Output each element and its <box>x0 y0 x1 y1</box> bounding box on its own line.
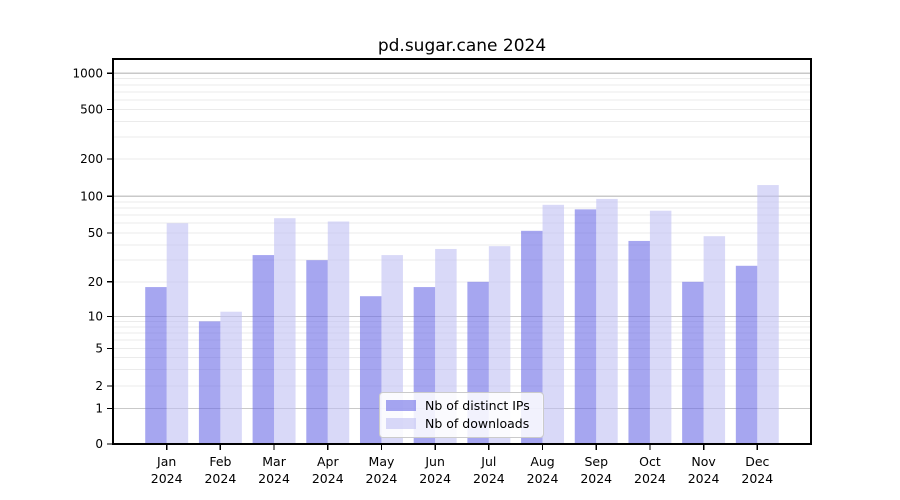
bar-distinct-ips <box>359 296 382 444</box>
x-tick-label-month: Feb <box>209 454 231 469</box>
x-tick-label-month: Aug <box>530 454 554 469</box>
bar-downloads <box>542 204 565 444</box>
bar-distinct-ips <box>252 255 275 444</box>
x-tick-label-month: Oct <box>639 454 661 469</box>
y-tick-label: 100 <box>80 189 103 203</box>
bar-distinct-ips <box>521 230 543 444</box>
bar-distinct-ips <box>735 265 758 444</box>
bar-downloads <box>757 185 779 444</box>
x-tick-label-month: Jul <box>480 454 496 469</box>
legend-swatch-downloads-icon <box>386 418 416 429</box>
bar-downloads <box>596 198 618 444</box>
bar-downloads <box>220 311 242 444</box>
y-tick-label: 50 <box>88 226 103 240</box>
y-tick-label: 200 <box>80 152 103 166</box>
x-tick-label-year: 2024 <box>634 471 666 486</box>
y-tick-label: 500 <box>80 103 103 117</box>
x-tick-label-month: Mar <box>262 454 286 469</box>
x-tick-label-month: Sep <box>584 454 608 469</box>
legend-label-downloads: Nb of downloads <box>425 416 530 431</box>
bar-distinct-ips <box>628 240 650 444</box>
x-tick-label-year: 2024 <box>473 471 505 486</box>
legend: Nb of distinct IPs Nb of downloads <box>379 392 544 438</box>
bar-distinct-ips <box>682 281 704 444</box>
legend-item-distinct-ips: Nb of distinct IPs <box>386 398 535 413</box>
legend-swatch-distinct-ips-icon <box>386 400 416 411</box>
y-tick-label: 1000 <box>72 66 103 80</box>
x-tick-label-year: 2024 <box>688 471 720 486</box>
bar-distinct-ips <box>145 287 167 444</box>
x-tick-label-month: Apr <box>317 454 339 469</box>
bar-distinct-ips <box>574 209 597 444</box>
bar-distinct-ips <box>198 321 221 444</box>
bar-distinct-ips <box>306 260 328 444</box>
x-tick-label-month: Nov <box>691 454 716 469</box>
x-tick-label-year: 2024 <box>258 471 290 486</box>
chart-title: pd.sugar.cane 2024 <box>377 36 547 56</box>
axes-frame <box>112 58 812 445</box>
x-tick-label-month: Jun <box>424 454 445 469</box>
y-tick-label: 5 <box>95 342 103 356</box>
x-tick-label-year: 2024 <box>204 471 236 486</box>
x-tick-label-year: 2024 <box>527 471 559 486</box>
y-tick-label: 1 <box>95 402 103 416</box>
legend-item-downloads: Nb of downloads <box>386 416 535 431</box>
x-tick-label-year: 2024 <box>151 471 183 486</box>
x-tick-label-year: 2024 <box>580 471 612 486</box>
bar-downloads <box>327 221 350 444</box>
x-tick-label-year: 2024 <box>312 471 344 486</box>
y-tick-label: 0 <box>95 437 103 451</box>
y-tick-label: 10 <box>88 310 103 324</box>
y-tick-label: 20 <box>88 275 103 289</box>
x-tick-label-year: 2024 <box>419 471 451 486</box>
bar-downloads <box>166 223 189 444</box>
bar-downloads <box>274 218 296 444</box>
x-tick-label-month: May <box>369 454 395 469</box>
legend-label-distinct-ips: Nb of distinct IPs <box>425 398 530 413</box>
x-tick-label-year: 2024 <box>741 471 773 486</box>
bar-downloads <box>703 236 726 444</box>
x-tick-label-month: Jan <box>156 454 176 469</box>
y-tick-label: 2 <box>95 379 103 393</box>
bar-downloads <box>649 210 672 444</box>
x-tick-label-year: 2024 <box>366 471 398 486</box>
x-tick-label-month: Dec <box>745 454 769 469</box>
